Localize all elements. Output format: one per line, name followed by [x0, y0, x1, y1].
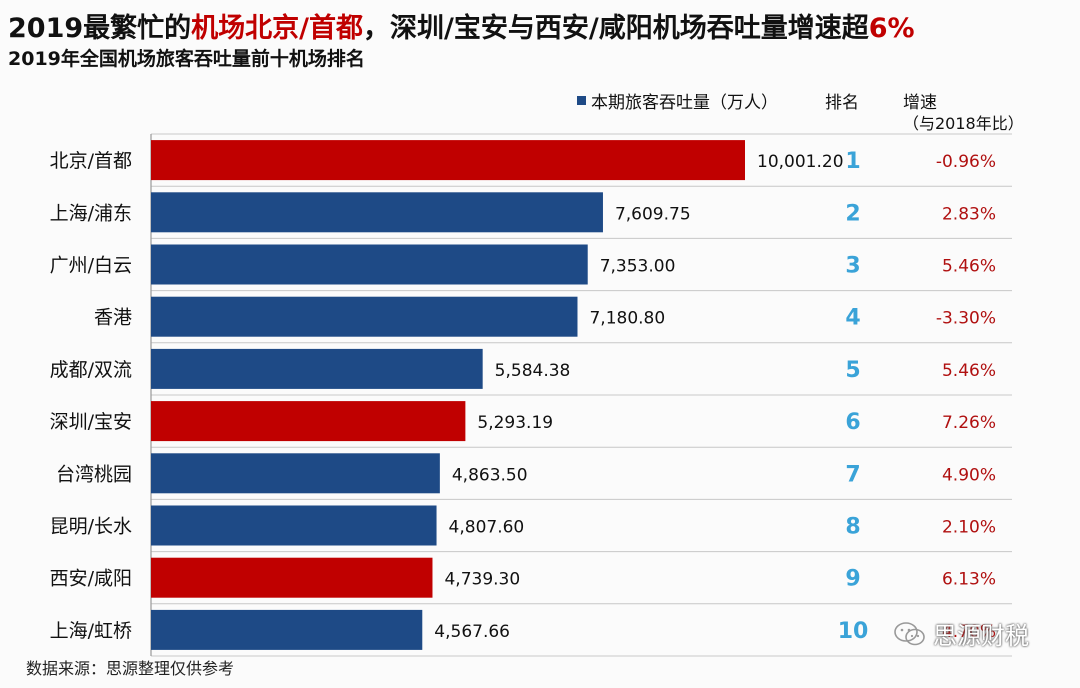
bar	[151, 140, 745, 181]
data-source: 数据来源：思源整理仅供参考	[26, 659, 235, 678]
value-label: 4,739.30	[444, 570, 520, 590]
category-label: 上海/浦东	[50, 202, 132, 224]
rank-label: 3	[845, 254, 860, 279]
growth-subheader: （与2018年比）	[903, 114, 1024, 133]
value-label: 7,609.75	[615, 204, 691, 224]
rank-label: 4	[845, 306, 860, 331]
title-highlight-percent: 6%	[868, 13, 915, 44]
legend: 本期旅客吞吐量（万人）	[577, 88, 778, 113]
bar	[151, 296, 578, 337]
value-label: 7,180.80	[589, 309, 665, 329]
watermark-text: 思源财税	[933, 622, 1029, 650]
category-label: 昆明/长水	[50, 516, 132, 538]
legend-label: 本期旅客吞吐量（万人）	[591, 93, 778, 113]
category-label: 台湾桃园	[56, 463, 132, 485]
watermark: 思源财税	[893, 616, 1029, 651]
title-part1: 2019最繁忙的	[8, 13, 192, 44]
bar	[151, 192, 603, 233]
value-label: 4,567.66	[434, 622, 510, 642]
category-label: 广州/白云	[50, 255, 132, 277]
category-label: 上海/虹桥	[50, 620, 132, 642]
category-label: 北京/首都	[50, 150, 132, 172]
rank-label: 8	[845, 515, 860, 540]
value-label: 5,293.19	[477, 413, 553, 433]
rank-label: 7	[845, 462, 860, 487]
rank-header: 排名	[825, 93, 859, 113]
rank-label: 6	[845, 410, 860, 435]
value-label: 10,001.20	[757, 152, 844, 172]
growth-label: 4.90%	[942, 465, 996, 485]
bar	[151, 557, 433, 598]
value-label: 7,353.00	[600, 257, 676, 277]
growth-label: -0.96%	[936, 152, 996, 172]
growth-label: 5.46%	[942, 257, 996, 277]
rank-label: 1	[845, 149, 860, 174]
growth-label: 2.10%	[942, 518, 996, 538]
growth-label: 2.83%	[942, 204, 996, 224]
title-highlight-airport: 机场北京/首都	[191, 13, 364, 44]
bar	[151, 505, 437, 546]
value-label: 4,807.60	[449, 518, 525, 538]
rank-label: 9	[845, 567, 860, 592]
bar	[151, 453, 440, 494]
value-label: 5,584.38	[495, 361, 571, 381]
growth-label: 6.13%	[942, 570, 996, 590]
growth-label: -3.30%	[936, 309, 996, 329]
rank-label: 5	[845, 358, 860, 383]
growth-label: 7.26%	[942, 413, 996, 433]
category-label: 香港	[94, 307, 132, 329]
bar	[151, 244, 588, 285]
category-label: 西安/咸阳	[50, 568, 132, 590]
chart-subtitle: 2019年全国机场旅客吞吐量前十机场排名	[8, 48, 365, 70]
legend-swatch	[577, 96, 586, 105]
wechat-icon	[894, 621, 925, 645]
rank-label: 2	[845, 201, 860, 226]
page-title: 2019最繁忙的机场北京/首都，深圳/宝安与西安/咸阳机场吞吐量增速超6%	[8, 6, 915, 45]
category-label: 深圳/宝安	[50, 411, 132, 433]
bar	[151, 401, 466, 442]
bar	[151, 609, 423, 650]
bar	[151, 348, 483, 389]
growth-label: 4.70%	[942, 622, 996, 642]
growth-header: 增速	[903, 93, 937, 113]
growth-label: 5.46%	[942, 361, 996, 381]
value-label: 4,863.50	[452, 465, 528, 485]
rank-label: 10	[838, 619, 869, 644]
category-label: 成都/双流	[50, 359, 132, 381]
title-part3: ，深圳/宝安与西安/咸阳机场吞吐量增速超	[363, 13, 869, 44]
